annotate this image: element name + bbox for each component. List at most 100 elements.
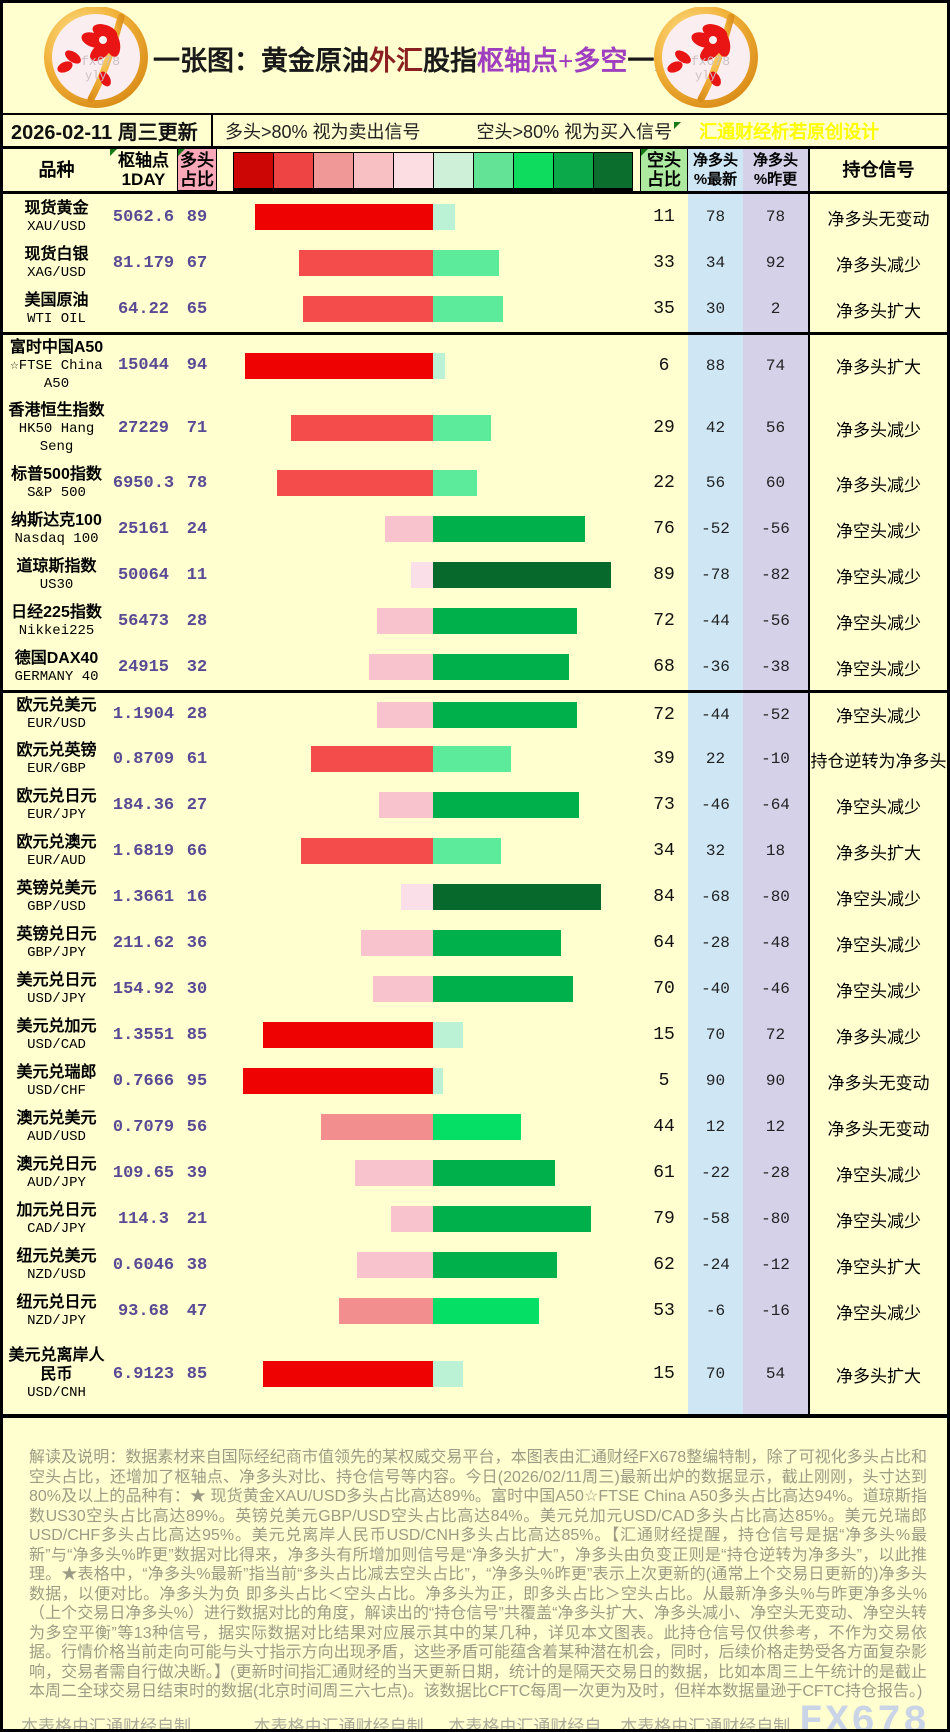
footer-credit: 本表格由汇通财经自制整编: [21, 1716, 191, 1732]
short-bar: [433, 1361, 463, 1387]
product-name-cn: 标普500指数: [11, 465, 102, 483]
net-latest-value: 42: [688, 396, 743, 460]
net-latest-value: 70: [688, 1334, 743, 1414]
short-pct-value: 6: [658, 355, 670, 376]
net-prev-value: -12: [743, 1242, 808, 1288]
long-bar: [255, 204, 433, 230]
fx678-logo-icon: fx678 yly: [654, 7, 758, 108]
long-short-bar: [217, 1058, 640, 1104]
product-name-cn: 英镑兑美元: [16, 879, 97, 897]
product-code: NZD/JPY: [27, 1312, 86, 1329]
header-product: 品种: [38, 159, 75, 180]
product-code: AUD/USD: [27, 1128, 86, 1145]
product-name: 欧元兑英镑 EUR/GBP: [3, 736, 110, 782]
product-name: 纳斯达克100 Nasdaq 100: [3, 506, 110, 552]
short-pct-value: 34: [653, 841, 675, 861]
table-row: 澳元兑美元 AUD/USD 0.7079 56 44 12 12 净多头无变动: [3, 1104, 947, 1150]
short-pct-value: 15: [653, 1364, 675, 1384]
short-pct-value: 73: [653, 795, 675, 815]
short-bar: [433, 1068, 443, 1094]
long-short-bar: [217, 782, 640, 828]
short-pct-value: 79: [653, 1209, 675, 1229]
legend-swatch: [433, 152, 473, 189]
long-pct-value: 36: [186, 933, 208, 953]
long-bar: [401, 884, 433, 910]
net-latest-value: -44: [688, 598, 743, 644]
update-date: 2026-02-11 周三更新: [3, 115, 213, 146]
table-row: 美元兑离岸人 民币 USD/CNH 6.9123 85 15 70 54 净多头扩大: [3, 1334, 947, 1414]
short-bar: [433, 1252, 557, 1278]
long-short-bar: [217, 240, 640, 286]
product-name-cn: 现货黄金: [24, 199, 89, 217]
product-code: Nikkei225: [18, 622, 95, 639]
net-latest-value: -52: [688, 506, 743, 552]
product-code: CAD/JPY: [27, 1220, 86, 1237]
product-name: 英镑兑日元 GBP/JPY: [3, 920, 110, 966]
long-pct-value: 66: [186, 841, 208, 861]
net-latest-value: 88: [688, 335, 743, 396]
long-pct-value: 30: [186, 979, 208, 999]
short-pct-value: 5: [658, 1071, 670, 1091]
product-code: EUR/USD: [27, 716, 86, 732]
title-part: 一张图：黄金原油: [153, 46, 369, 76]
net-latest-value: -28: [688, 920, 743, 966]
pivot-value: 56473: [117, 611, 169, 631]
table-row: 纽元兑美元 NZD/USD 0.6046 38 62 -24 -12 净空头扩大: [3, 1242, 947, 1288]
long-short-bar: [217, 335, 640, 396]
legend-swatch: [593, 152, 633, 189]
comment-marker-icon: [641, 149, 648, 156]
product-name-cn: 纽元兑美元: [16, 1247, 97, 1265]
pivot-value: 0.8709: [112, 749, 175, 769]
long-short-bar: [217, 460, 640, 506]
short-pct-value: 22: [653, 473, 675, 493]
table-row: 美国原油 WTI OIL 64.22 65 35 30 2 净多头扩大: [3, 286, 947, 332]
short-bar: [433, 654, 569, 680]
position-signal: 净空头减少: [808, 1150, 947, 1196]
short-bar: [433, 296, 503, 322]
net-prev-value: -80: [743, 1196, 808, 1242]
long-pct-value: 61: [186, 749, 208, 769]
legend-swatch: [513, 152, 553, 189]
product-name: 澳元兑日元 AUD/JPY: [3, 1150, 110, 1196]
product-name: 美元兑瑞郎 USD/CHF: [3, 1058, 110, 1104]
product-name: 现货白银 XAG/USD: [3, 240, 110, 286]
short-pct-value: 84: [653, 887, 675, 907]
short-pct-value: 33: [653, 253, 675, 273]
long-pct-value: 67: [186, 253, 208, 273]
short-bar: [433, 1206, 591, 1232]
legend-swatch: [393, 152, 433, 189]
long-bar: [361, 930, 433, 956]
net-prev-value: 74: [743, 335, 808, 396]
product-name-cn: 纽元兑日元: [16, 1293, 97, 1311]
product-code: USD/CHF: [27, 1082, 86, 1099]
table-row: 现货黄金 XAU/USD 5062.6 89 11 78 78 净多头无变动: [3, 194, 947, 240]
long-short-bar: [217, 1150, 640, 1196]
long-short-bar: [217, 1196, 640, 1242]
net-latest-value: 56: [688, 460, 743, 506]
long-bar: [277, 470, 433, 496]
table-row: 英镑兑美元 GBP/USD 1.3661 16 84 -68 -80 净空头减少: [3, 874, 947, 920]
long-pct-value: 38: [186, 1255, 208, 1275]
product-code: EUR/JPY: [27, 806, 86, 823]
comment-marker-icon: [110, 149, 117, 156]
product-name: 道琼斯指数 US30: [3, 552, 110, 598]
pivot-value: 0.7666: [112, 1071, 175, 1091]
product-name-cn: 道琼斯指数: [16, 557, 97, 575]
long-signal-note: 多头>80% 视为卖出信号: [225, 121, 421, 142]
table-row: 欧元兑英镑 EUR/GBP 0.8709 61 39 22 -10 持仓逆转为净多头: [3, 736, 947, 782]
short-pct-value: 11: [653, 207, 675, 227]
legend-swatch: [233, 152, 273, 189]
long-pct-value: 89: [186, 207, 208, 227]
product-name-cn: 美元兑日元: [16, 971, 97, 989]
long-short-bar: [217, 828, 640, 874]
product-name-cn: 澳元兑日元: [16, 1155, 97, 1173]
long-pct-value: 21: [186, 1209, 208, 1229]
long-bar: [377, 701, 433, 728]
short-bar: [433, 976, 573, 1002]
product-code: GERMANY 40: [14, 668, 99, 685]
product-code: WTI OIL: [27, 310, 86, 327]
net-latest-value: -6: [688, 1288, 743, 1334]
legend-swatch: [553, 152, 593, 189]
color-scale-legend: [233, 152, 633, 194]
